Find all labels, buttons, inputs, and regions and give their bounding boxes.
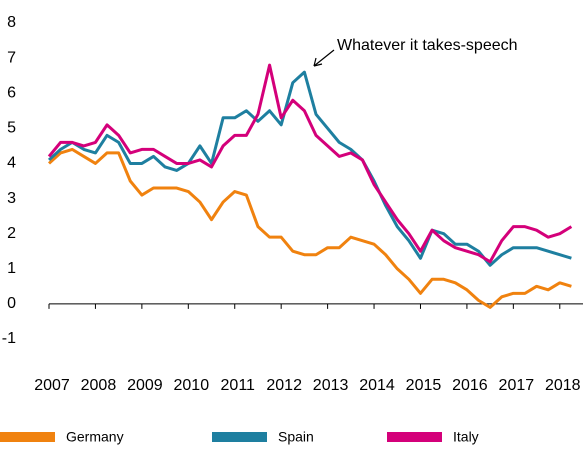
x-tick-label: 2008 (81, 377, 117, 394)
line (47, 63, 573, 264)
y-tick-label: -1 (2, 330, 16, 347)
x-tick-label: 2009 (127, 377, 163, 394)
x-tick-label: 2011 (221, 377, 256, 394)
annotation-arrow (313, 49, 335, 67)
legend-swatch (0, 432, 55, 442)
legend-label: Spain (278, 429, 314, 445)
x-tick-label: 2013 (313, 377, 349, 394)
y-tick-label: 8 (7, 14, 16, 31)
x-tick-label: 2012 (266, 377, 302, 394)
x-tick-label: 2007 (34, 377, 70, 394)
y-tick-label: 2 (7, 225, 16, 242)
line (47, 147, 572, 309)
y-tick-label: 0 (7, 295, 16, 312)
x-tick-label: 2016 (452, 377, 488, 394)
x-tick-label: 2010 (174, 377, 210, 394)
x-tick-label: 2017 (499, 377, 535, 394)
line (47, 70, 572, 267)
y-tick-label: 5 (7, 120, 16, 137)
legend-swatch (387, 432, 442, 442)
legend-label: Italy (453, 429, 479, 445)
y-tick-label: 7 (7, 49, 16, 66)
annotation-arrowhead (313, 57, 323, 67)
legend-swatch (212, 432, 267, 442)
y-tick-label: 4 (7, 155, 16, 172)
y-tick-label: 6 (7, 84, 16, 101)
y-tick-label: 3 (7, 190, 16, 207)
annotation: Whatever it takes-speech (337, 37, 518, 54)
x-tick-label: 2014 (359, 377, 395, 394)
legend-label: Germany (66, 429, 124, 445)
x-tick-label: 2015 (406, 377, 442, 394)
y-tick-label: 1 (7, 260, 16, 277)
x-tick-label: 2018 (545, 377, 581, 394)
